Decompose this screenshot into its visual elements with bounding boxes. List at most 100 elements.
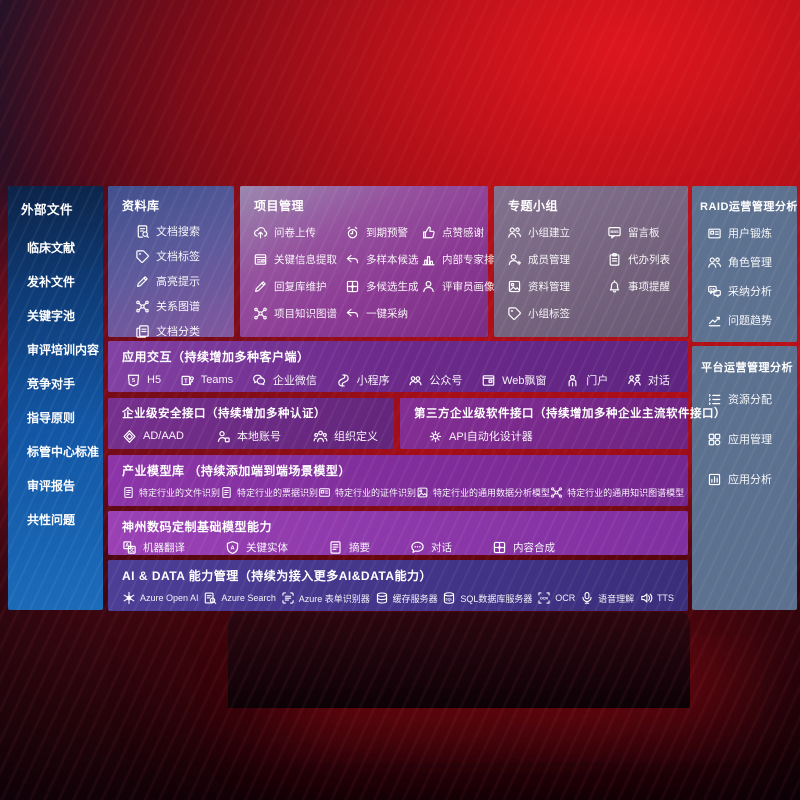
feature-item[interactable]: 用户锻炼 [707, 225, 797, 241]
feature-item[interactable]: 评审员画像 [421, 279, 505, 294]
feature-item[interactable]: 5 H5 [126, 373, 161, 388]
feature-label: 用户锻炼 [728, 228, 772, 240]
feature-item[interactable]: 文档标签 [135, 248, 234, 264]
sidebar-item[interactable]: 竞争对手 [27, 377, 76, 391]
feature-item[interactable]: 门户 [565, 372, 608, 388]
tts-icon [639, 591, 653, 605]
feature-item[interactable]: 多候选生成 [345, 279, 421, 294]
clipboard-icon [607, 252, 622, 267]
id-card-icon [318, 486, 331, 499]
sidebar-item[interactable]: 关键字池 [27, 309, 76, 323]
feature-item[interactable]: 特定行业的票据识别 [220, 486, 318, 499]
feature-item[interactable]: 问卷上传 [253, 225, 345, 240]
sql-icon: SQL [442, 591, 456, 605]
feature-item[interactable]: 内容合成 [492, 540, 555, 555]
sidebar-item[interactable]: 标管中心标准 [27, 445, 100, 459]
feature-item[interactable]: 应用分析 [707, 471, 797, 487]
feature-item[interactable]: 文档分类 [135, 323, 234, 339]
feature-item[interactable]: 一键采纳 [345, 306, 421, 321]
feature-label: 项目知识图谱 [274, 308, 337, 320]
feature-item[interactable]: 缓存服务器 [375, 591, 438, 605]
feature-item[interactable]: 企业微信 [252, 372, 317, 388]
feature-label: 点赞感谢 [442, 227, 484, 239]
feature-item[interactable]: A 关键实体 [225, 540, 288, 555]
feature-item[interactable]: 回复库维护 [253, 279, 345, 294]
api-gear-icon [428, 429, 443, 444]
feature-item[interactable]: 小程序 [336, 372, 390, 388]
sidebar-item[interactable]: 发补文件 [27, 275, 76, 289]
feature-item[interactable]: 语音理解 [580, 591, 634, 605]
feature-item[interactable]: 点赞感谢 [421, 225, 505, 240]
feature-item[interactable]: 公众号 [408, 372, 462, 388]
feature-item[interactable]: 内部专家排名 [421, 252, 505, 267]
feature-item[interactable]: 本地账号 [216, 428, 281, 444]
puzzle-icon [492, 540, 507, 555]
feature-item[interactable]: T Teams [180, 373, 233, 388]
feature-item[interactable]: 关键信息提取 [253, 252, 345, 267]
feature-label: 资源分配 [728, 394, 772, 406]
feature-item[interactable]: BBS 留言板 [607, 225, 688, 240]
feature-item[interactable]: 特定行业的通用知识图谱模型 [550, 486, 684, 499]
feature-item[interactable]: 文档搜索 [135, 223, 234, 239]
feature-item[interactable]: Azure 表单识别器 [281, 591, 370, 605]
feature-item[interactable]: 特定行业的证件识别 [318, 486, 416, 499]
feature-item[interactable]: 到期预警 [345, 225, 421, 240]
feature-item[interactable]: 高亮提示 [135, 273, 234, 289]
feature-label: 机器翻译 [143, 542, 185, 554]
sidebar-item[interactable]: 临床文献 [27, 241, 76, 255]
panel-title: 神州数码定制基础模型能力 [122, 520, 273, 534]
sidebar-item[interactable]: 审评报告 [27, 479, 76, 493]
sidebar-item[interactable]: 共性问题 [27, 513, 76, 527]
feature-item[interactable]: Azure Open AI [122, 591, 199, 605]
feature-label: 采纳分析 [728, 286, 772, 298]
feature-item[interactable]: 小组标签 [507, 306, 607, 321]
feature-item[interactable]: Azure Search [203, 591, 276, 605]
feature-item[interactable]: 关系图谱 [135, 298, 234, 314]
panel-special-groups: 专题小组 小组建立 BBS 留言板 成员管理 代办列表 资料管理 事项提醒 小组标签 [494, 186, 688, 337]
sidebar-item[interactable]: 指导原则 [27, 411, 76, 425]
sidebar-item[interactable]: 审评培训内容 [27, 343, 100, 357]
feature-item[interactable]: AD/AAD [122, 429, 184, 444]
feature-item[interactable]: 事项提醒 [607, 279, 688, 294]
feature-item[interactable]: TTS [639, 591, 674, 605]
feature-list: 用户锻炼角色管理 QA 采纳分析问题趋势 [692, 214, 797, 328]
feature-item[interactable]: 特定行业的文件识别 [122, 486, 220, 499]
feature-item[interactable]: 成员管理 [507, 252, 607, 267]
feature-item[interactable]: 代办列表 [607, 252, 688, 267]
feature-item[interactable]: 资源分配 [707, 391, 797, 407]
feature-item[interactable]: 小组建立 [507, 225, 607, 240]
feature-item[interactable]: SQL SQL数据库服务器 [442, 591, 532, 605]
svg-text:OCR: OCR [540, 596, 548, 600]
feature-label: 问卷上传 [274, 227, 316, 239]
feature-item[interactable]: 特定行业的通用数据分析模型 [416, 486, 550, 499]
feature-item[interactable]: 应用管理 [707, 431, 797, 447]
panel-title: 资料库 [122, 199, 160, 213]
feature-item[interactable]: API自动化设计器 [428, 428, 533, 444]
feature-label: AD/AAD [143, 430, 184, 442]
bell-icon [607, 279, 622, 294]
feature-item[interactable]: 对话 [410, 540, 452, 555]
feature-label: 小组标签 [528, 308, 570, 320]
feature-label: OCR [555, 593, 576, 603]
feature-item[interactable]: 对话 [627, 372, 670, 388]
doc-search-icon [135, 224, 150, 239]
feature-item[interactable]: 多样本候选 [345, 252, 421, 267]
feature-item[interactable]: Web飘窗 [481, 372, 546, 388]
feature-item[interactable]: 问题趋势 [707, 312, 797, 328]
feature-item[interactable]: 项目知识图谱 [253, 306, 345, 321]
feature-item[interactable]: OCR OCR [537, 591, 575, 605]
feature-item[interactable]: 摘要 [328, 540, 370, 555]
person-plus-icon [507, 252, 522, 267]
feature-label: 摘要 [349, 542, 370, 554]
feature-label: 企业微信 [272, 375, 317, 387]
feature-item[interactable]: 角色管理 [707, 254, 797, 270]
feature-item[interactable]: 资料管理 [507, 279, 607, 294]
feature-label: 公众号 [429, 375, 463, 387]
cloud-upload-icon [253, 225, 268, 240]
svg-text:QA: QA [710, 287, 716, 291]
feature-item[interactable]: QA 采纳分析 [707, 283, 797, 299]
panel-library: 资料库 文档搜索文档标签高亮提示关系图谱文档分类 [108, 186, 234, 339]
feature-item[interactable]: A 文机器翻译 [122, 540, 185, 555]
feature-label: 多样本候选 [366, 254, 419, 266]
feature-item[interactable]: 组织定义 [313, 428, 378, 444]
